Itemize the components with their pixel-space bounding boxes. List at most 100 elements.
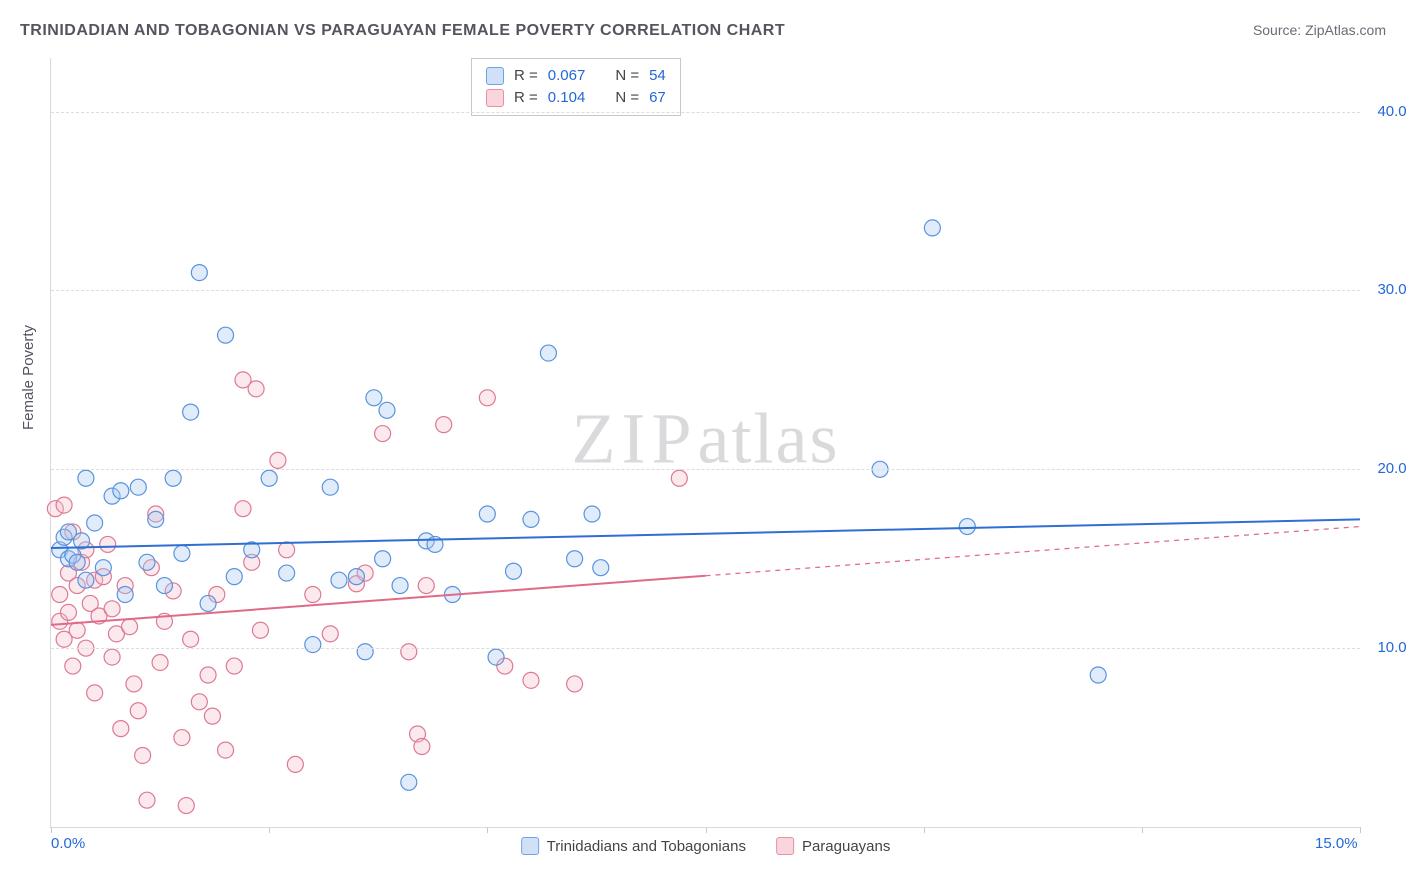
scatter-point [183, 404, 199, 420]
n-prefix: N = [615, 87, 639, 109]
scatter-point [95, 560, 111, 576]
scatter-point [113, 721, 129, 737]
scatter-point [479, 390, 495, 406]
scatter-point [418, 578, 434, 594]
y-tick-label: 20.0% [1365, 460, 1406, 477]
scatter-point [139, 554, 155, 570]
y-tick-label: 30.0% [1365, 281, 1406, 298]
scatter-point [100, 536, 116, 552]
plot-area: ZIPatlas R = 0.067 N = 54 R = 0.104 N = … [50, 58, 1360, 828]
scatter-point [200, 595, 216, 611]
scatter-point [584, 506, 600, 522]
x-tick-label: 0.0% [51, 835, 85, 852]
y-axis-label: Female Poverty [20, 325, 37, 430]
scatter-point [200, 667, 216, 683]
swatch-trinidadians [521, 837, 539, 855]
scatter-point [366, 390, 382, 406]
scatter-point [375, 426, 391, 442]
scatter-point [270, 452, 286, 468]
scatter-point [379, 402, 395, 418]
scatter-point [178, 798, 194, 814]
scatter-point [567, 676, 583, 692]
y-tick-label: 40.0% [1365, 103, 1406, 120]
scatter-point [130, 703, 146, 719]
scatter-point [248, 381, 264, 397]
r-value-paraguayans: 0.104 [548, 87, 586, 109]
scatter-point [226, 658, 242, 674]
scatter-point [322, 626, 338, 642]
scatter-point [104, 649, 120, 665]
r-prefix: R = [514, 65, 538, 87]
n-value-trinidadians: 54 [649, 65, 666, 87]
legend-item-trinidadians: Trinidadians and Tobagonians [521, 837, 746, 855]
scatter-point [261, 470, 277, 486]
scatter-point [126, 676, 142, 692]
swatch-trinidadians [486, 67, 504, 85]
scatter-point [218, 327, 234, 343]
scatter-point [183, 631, 199, 647]
scatter-point [1090, 667, 1106, 683]
legend-item-paraguayans: Paraguayans [776, 837, 890, 855]
regression-line-extrapolated [706, 527, 1361, 576]
scatter-point [523, 672, 539, 688]
scatter-point [148, 511, 164, 527]
scatter-point [174, 545, 190, 561]
scatter-point [305, 587, 321, 603]
scatter-point [156, 578, 172, 594]
x-tick-mark [1360, 827, 1361, 833]
x-tick-mark [51, 827, 52, 833]
title-bar: TRINIDADIAN AND TOBAGONIAN VS PARAGUAYAN… [20, 22, 1386, 40]
scatter-point [204, 708, 220, 724]
scatter-point [401, 774, 417, 790]
y-tick-label: 10.0% [1365, 639, 1406, 656]
stats-legend-box: R = 0.067 N = 54 R = 0.104 N = 67 [471, 58, 681, 116]
bottom-legend: Trinidadians and Tobagonians Paraguayans [521, 837, 891, 855]
scatter-point [322, 479, 338, 495]
scatter-point [924, 220, 940, 236]
scatter-point [540, 345, 556, 361]
legend-label: Trinidadians and Tobagonians [547, 838, 746, 855]
scatter-point [401, 644, 417, 660]
scatter-point [436, 417, 452, 433]
chart-title: TRINIDADIAN AND TOBAGONIAN VS PARAGUAYAN… [20, 22, 785, 40]
x-tick-mark [487, 827, 488, 833]
scatter-point [191, 265, 207, 281]
scatter-point [375, 551, 391, 567]
scatter-point [279, 542, 295, 558]
x-tick-mark [706, 827, 707, 833]
r-value-trinidadians: 0.067 [548, 65, 586, 87]
stats-row-trinidadians: R = 0.067 N = 54 [486, 65, 666, 87]
scatter-point [235, 501, 251, 517]
scatter-point [218, 742, 234, 758]
scatter-point [593, 560, 609, 576]
x-tick-mark [924, 827, 925, 833]
scatter-point [287, 756, 303, 772]
scatter-point [959, 519, 975, 535]
grid-line [51, 469, 1360, 470]
scatter-point [78, 572, 94, 588]
chart-svg [51, 58, 1360, 827]
scatter-point [305, 637, 321, 653]
grid-line [51, 290, 1360, 291]
scatter-point [392, 578, 408, 594]
scatter-point [414, 739, 430, 755]
scatter-point [488, 649, 504, 665]
scatter-point [191, 694, 207, 710]
scatter-point [671, 470, 687, 486]
scatter-point [113, 483, 129, 499]
scatter-point [122, 619, 138, 635]
scatter-point [69, 554, 85, 570]
scatter-point [331, 572, 347, 588]
scatter-point [139, 792, 155, 808]
scatter-point [69, 622, 85, 638]
scatter-point [226, 569, 242, 585]
grid-line [51, 648, 1360, 649]
scatter-point [174, 730, 190, 746]
scatter-point [567, 551, 583, 567]
scatter-point [279, 565, 295, 581]
scatter-point [357, 644, 373, 660]
n-prefix: N = [615, 65, 639, 87]
regression-line [51, 519, 1360, 548]
stats-row-paraguayans: R = 0.104 N = 67 [486, 87, 666, 109]
scatter-point [87, 685, 103, 701]
